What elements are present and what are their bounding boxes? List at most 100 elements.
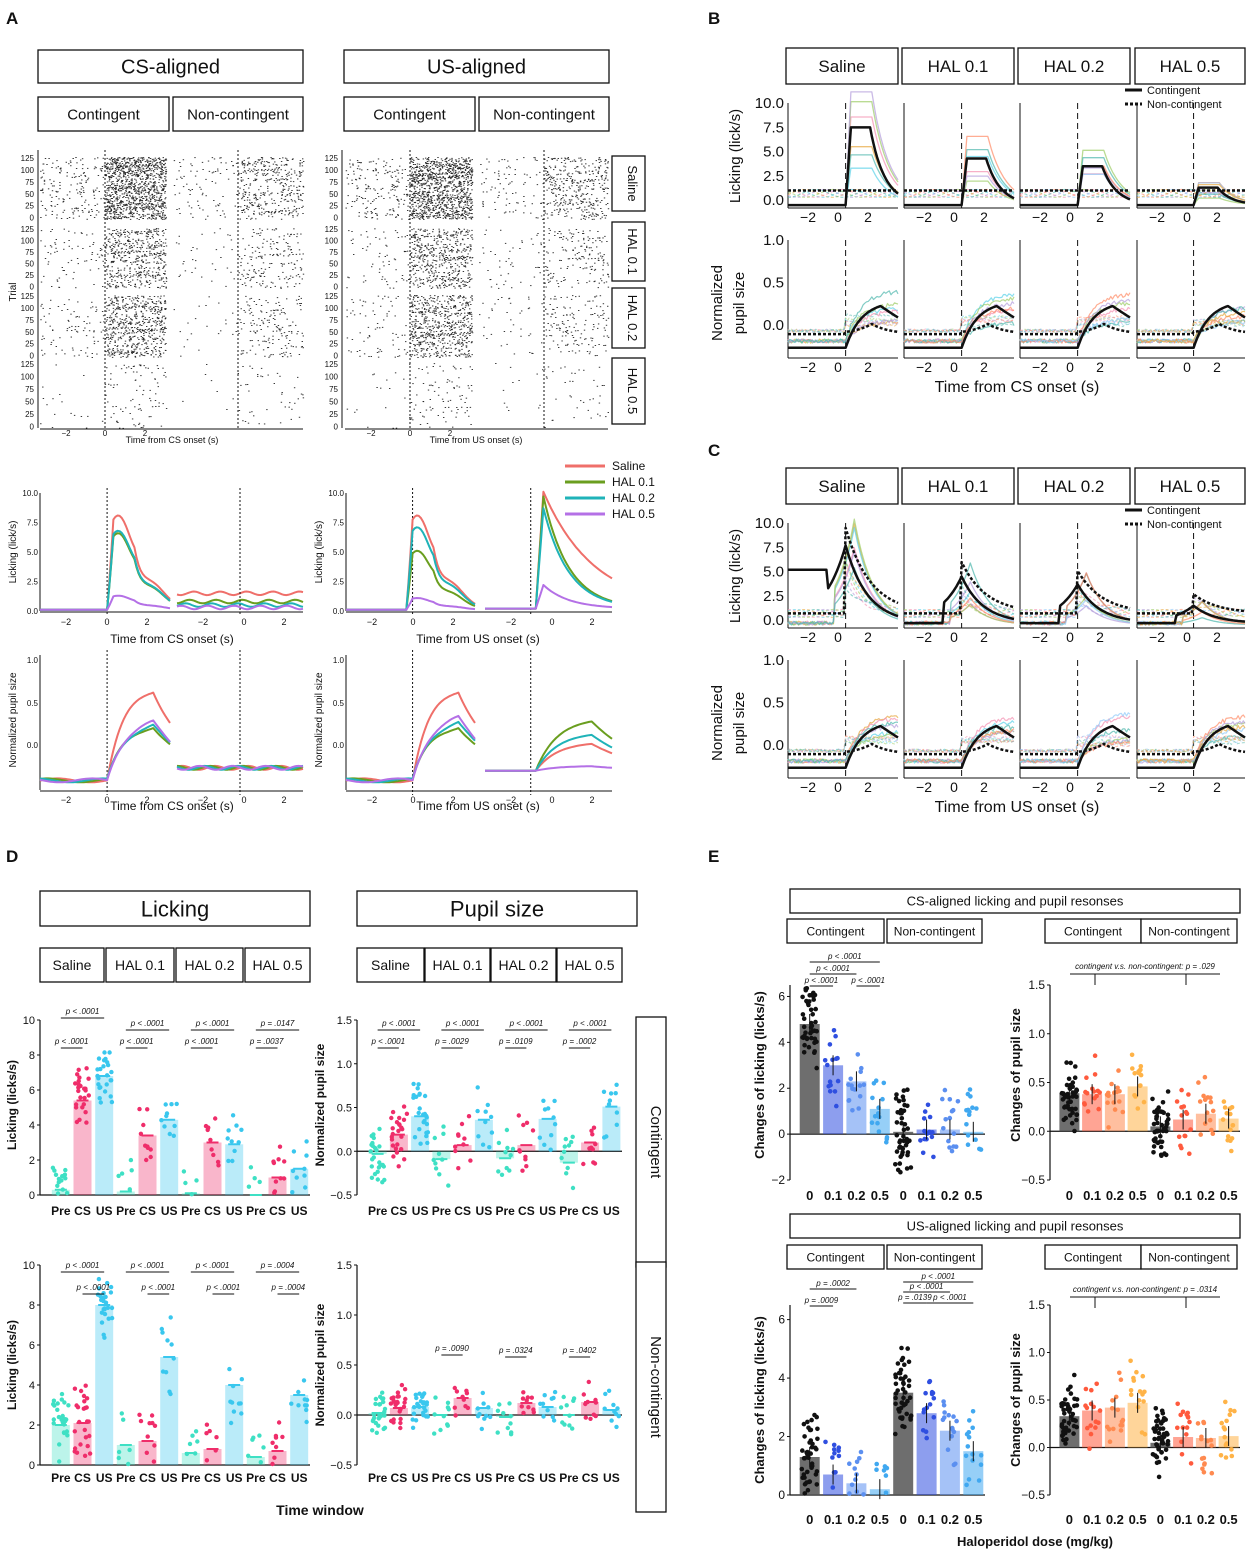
raster-tick [434,215,436,216]
raster-tick [559,259,561,261]
raster-tick [142,214,145,216]
raster-tick [453,204,455,206]
raster-tick [136,161,138,162]
raster-tick [412,236,414,238]
raster-tick [468,276,471,278]
raster-tick [449,216,451,217]
raster-tick [143,193,145,195]
raster-tick [133,245,135,247]
raster-tick [149,189,152,191]
raster-tick [143,171,145,173]
raster-tick [146,247,148,249]
raster-tick [120,209,123,210]
raster-tick [433,173,436,174]
raster-tick [418,180,421,182]
raster-tick [126,158,128,160]
raster-tick [131,196,134,198]
raster-tick [136,255,138,257]
raster-tick [147,204,149,206]
raster-tick [106,187,109,189]
raster-tick [460,189,462,191]
raster-tick [290,192,292,193]
raster-tick [264,254,266,256]
raster-tick [123,168,125,170]
raster-ytick: 75 [25,248,34,257]
raster-tick [563,208,565,210]
raster-tick [464,211,466,213]
raster-tick [464,204,466,206]
raster-tick [76,258,79,259]
raster-tick [380,195,383,197]
raster-tick [423,198,426,200]
raster-tick [571,180,573,182]
raster-tick [452,215,455,216]
raster-tick [106,217,108,219]
raster-tick [575,257,577,259]
raster-tick [414,167,416,168]
raster-tick [152,274,154,276]
raster-tick [280,197,283,199]
raster-tick [466,204,468,206]
raster-tick [460,184,462,186]
raster-tick [421,251,423,253]
raster-tick [119,204,122,206]
raster-tick [427,163,429,165]
raster-tick [289,275,292,277]
raster-tick [447,197,449,198]
raster-tick [554,182,556,184]
raster-tick [572,236,574,237]
raster-tick [114,213,116,215]
raster-tick [411,178,413,180]
raster-tick [580,172,582,174]
raster-tick [428,233,431,235]
raster-tick [428,157,430,158]
raster-tick [417,236,419,238]
raster-tick [156,187,158,189]
raster-tick [549,179,552,181]
raster-tick [411,252,413,254]
raster-tick [410,276,412,278]
raster-tick [149,195,151,197]
raster-tick [460,169,462,171]
raster-tick [470,216,472,218]
raster-tick [457,217,459,219]
raster-tick [262,262,265,264]
raster-tick [123,205,125,207]
raster-tick [419,212,421,214]
raster-tick [110,205,112,207]
raster-tick [156,230,158,232]
raster-tick [479,262,481,264]
raster-tick [126,206,128,208]
raster-tick [586,193,589,194]
raster-tick [251,276,253,278]
raster-tick [427,175,429,177]
raster-tick [429,275,431,277]
raster-tick [135,258,137,260]
raster-tick [448,185,450,187]
raster-tick [373,188,375,190]
raster-tick [164,192,166,194]
raster-tick [271,158,273,160]
raster-tick [482,202,484,204]
raster-tick [108,205,111,207]
raster-tick [462,181,465,183]
raster-tick [559,185,561,187]
raster-tick [121,181,123,182]
raster-tick [249,183,252,185]
raster-tick [455,177,457,179]
raster-tick [102,157,104,159]
raster-tick [107,239,110,241]
raster-tick [300,195,302,196]
raster-tick [299,175,301,177]
raster-tick [151,208,153,210]
raster-tick [61,267,63,268]
raster-tick [154,163,157,165]
raster-tick [546,160,548,162]
raster-tick [365,188,368,190]
raster-tick [446,173,448,175]
raster-tick [429,209,432,211]
raster-tick [129,210,132,212]
raster-tick [114,217,116,219]
raster-tick [107,200,109,202]
raster-tick [131,182,133,184]
